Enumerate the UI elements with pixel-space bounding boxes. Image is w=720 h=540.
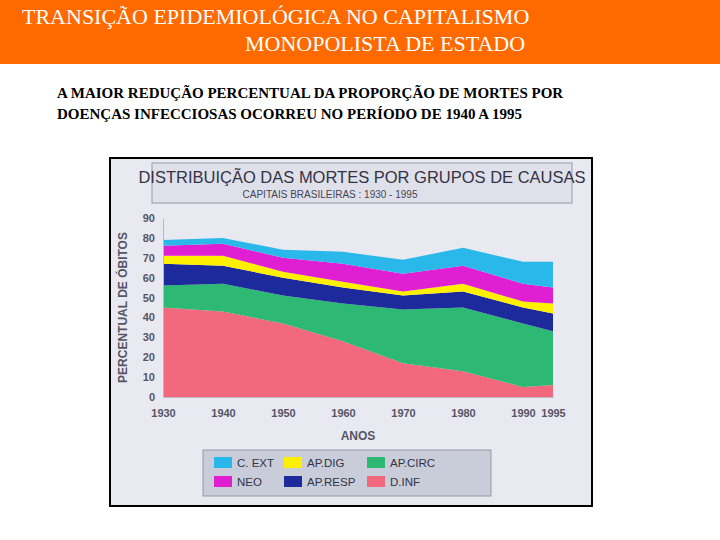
y-axis-line [163, 219, 164, 398]
x-tick: 1940 [211, 397, 235, 419]
x-tick-label: 1950 [271, 407, 295, 419]
legend-box [203, 450, 491, 496]
y-tick-label: 30 [143, 331, 155, 343]
x-tick: 1990 [511, 397, 535, 419]
x-tick: 1950 [271, 397, 295, 419]
slide-text: A MAIOR REDUÇÃO PERCENTUAL DA PROPORÇÃO … [57, 84, 563, 101]
x-tick: 1970 [391, 397, 415, 419]
x-tick-label: 1930 [151, 407, 175, 419]
legend-label: AP.DIG [307, 457, 345, 469]
y-tick-label: 0 [149, 391, 155, 403]
x-tick-label: 1940 [211, 407, 235, 419]
legend-label: C. EXT [237, 457, 274, 469]
y-tick: 0 [149, 391, 163, 403]
y-tick: 90 [143, 212, 163, 224]
legend-swatch [214, 457, 232, 468]
y-tick: 80 [143, 232, 163, 244]
legend-swatch [284, 476, 302, 487]
legend-swatch [367, 476, 385, 487]
legend-label: AP.CIRC [390, 457, 435, 469]
y-tick: 10 [143, 371, 163, 383]
chart-subtitle: CAPITAIS BRASILEIRAS : 1930 - 1995 [243, 189, 418, 200]
y-tick: 40 [143, 311, 163, 323]
header-bar [0, 0, 720, 64]
x-tick-label: 1980 [451, 407, 475, 419]
x-axis: 1930 1940 1950 1960 1970 1980 1990 1995 [151, 397, 565, 419]
legend: C. EXT NEO AP.DIG AP.RESP AP.CIRC D.INF [203, 450, 491, 496]
plot-area [163, 238, 553, 397]
y-tick-label: 70 [143, 252, 155, 264]
x-tick-label: 1970 [391, 407, 415, 419]
slide-title: TRANSIÇÃO EPIDEMIOLÓGICA NO CAPITALISMO [22, 4, 529, 29]
x-axis-line [164, 397, 554, 398]
legend-label: AP.RESP [307, 476, 356, 488]
legend-swatch [367, 457, 385, 468]
x-tick: 1960 [331, 397, 355, 419]
y-tick-label: 60 [143, 272, 155, 284]
slide: TRANSIÇÃO EPIDEMIOLÓGICA NO CAPITALISMOM… [0, 0, 720, 540]
y-tick: 60 [143, 272, 163, 284]
x-tick-label: 1960 [331, 407, 355, 419]
legend-swatch [284, 457, 302, 468]
x-tick: 1995 [541, 397, 565, 419]
x-tick: 1980 [451, 397, 475, 419]
y-tick-label: 90 [143, 212, 155, 224]
legend-label: D.INF [390, 476, 420, 488]
y-tick: 20 [143, 351, 163, 363]
y-tick: 30 [143, 331, 163, 343]
x-axis-title: ANOS [341, 429, 376, 443]
legend-label: NEO [237, 476, 262, 488]
y-tick-label: 20 [143, 351, 155, 363]
slide-text: DOENÇAS INFECCIOSAS OCORREU NO PERÍODO D… [57, 106, 522, 122]
area-series [163, 238, 553, 288]
x-tick: 1930 [151, 397, 175, 419]
y-tick: 70 [143, 252, 163, 264]
x-tick-label: 1995 [541, 407, 565, 419]
y-tick-label: 40 [143, 311, 155, 323]
slide-title: MONOPOLISTA DE ESTADO [245, 31, 525, 56]
chart-frame [110, 158, 592, 506]
chart-title: DISTRIBUIÇÃO DAS MORTES POR GRUPOS DE CA… [138, 167, 585, 186]
y-axis: 0 10 20 30 40 50 60 70 80 90 [143, 212, 164, 403]
y-tick-label: 50 [143, 292, 155, 304]
y-axis-title: PERCENTUAL DE ÓBITOS [115, 232, 130, 383]
y-tick-label: 80 [143, 232, 155, 244]
x-tick-label: 1990 [511, 407, 535, 419]
y-tick: 50 [143, 292, 163, 304]
legend-swatch [214, 476, 232, 487]
y-tick-label: 10 [143, 371, 155, 383]
